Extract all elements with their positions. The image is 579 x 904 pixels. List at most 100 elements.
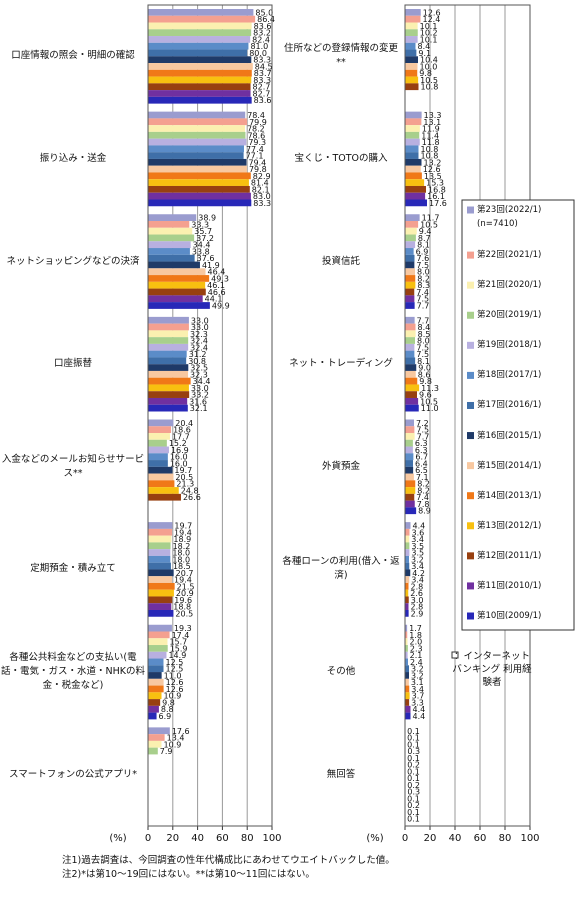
value-label: 10.5 — [420, 220, 438, 229]
legend-swatch — [467, 552, 474, 560]
bar — [405, 316, 415, 324]
value-label: 16.9 — [171, 446, 189, 455]
value-label: 7.7 — [417, 316, 430, 325]
value-label: 31.2 — [189, 350, 207, 359]
value-label: 10.2 — [420, 29, 438, 38]
value-label: 10.5 — [420, 397, 438, 406]
bar — [148, 460, 168, 467]
bar — [405, 185, 426, 193]
bar — [148, 439, 167, 447]
bar — [148, 29, 252, 37]
bar — [405, 111, 422, 119]
value-label: 10.1 — [420, 22, 438, 31]
value-label: 13.1 — [423, 118, 441, 127]
value-label: 19.4 — [174, 528, 192, 537]
category-label: 口座情報の照会・明細の確認 — [11, 50, 135, 62]
legend-label: 第11回(2010/1) — [477, 580, 542, 591]
x-tick-label: 0 — [402, 833, 408, 844]
bar — [148, 665, 164, 673]
bar — [148, 493, 181, 501]
category-label: 各種公共料金などの支払い(電話・電気・ガス・水道・NHKの料金・税金など) — [1, 652, 145, 692]
bar — [405, 391, 417, 398]
bar — [405, 549, 410, 556]
value-label: 11.9 — [422, 125, 440, 134]
bar — [148, 131, 246, 139]
bar — [148, 528, 173, 536]
bar — [148, 227, 193, 235]
value-label: 0.2 — [407, 781, 420, 790]
category-label: 入金などのメールお知らせサービス** — [1, 453, 145, 479]
bar — [405, 281, 416, 289]
value-label: 37.6 — [197, 254, 215, 263]
bar — [148, 15, 256, 23]
category-label: 振り込み・送金 — [39, 152, 107, 164]
bar — [405, 699, 410, 706]
bar — [148, 214, 197, 222]
bar — [405, 535, 410, 543]
x-tick-label: 60 — [474, 833, 487, 844]
bar — [148, 350, 187, 358]
legend-label: 第14回(2013/1) — [477, 490, 542, 501]
value-label: 83.6 — [254, 96, 272, 105]
value-label: 82.9 — [253, 172, 271, 181]
value-label: 10.4 — [420, 56, 438, 65]
value-label: 6.9 — [416, 247, 429, 256]
bar — [405, 446, 413, 454]
legend-label: 第17回(2016/1) — [477, 400, 542, 411]
bar — [148, 658, 164, 666]
bar — [405, 138, 420, 146]
bar — [148, 535, 172, 543]
bar — [405, 357, 416, 365]
value-label: 3.5 — [411, 542, 424, 551]
value-label: 20.4 — [175, 419, 193, 428]
bar — [405, 473, 414, 481]
bar — [148, 419, 174, 427]
bar — [405, 692, 410, 700]
footnote: 注2)*は第10～19回にはない。**は第10～11回にはない。 — [62, 869, 315, 880]
bar — [405, 624, 408, 632]
value-label: 14.9 — [168, 651, 186, 660]
bar — [405, 522, 411, 529]
value-label: 0.2 — [407, 761, 420, 770]
value-label: 3.6 — [412, 528, 425, 537]
bar — [148, 343, 189, 351]
value-label: 3.5 — [411, 549, 424, 558]
bar — [148, 609, 174, 617]
value-label: 85.0 — [255, 8, 273, 17]
value-label: 81.4 — [251, 179, 269, 188]
value-label: 3.2 — [411, 665, 424, 674]
bar — [148, 111, 246, 119]
value-label: 30.8 — [188, 357, 206, 366]
plot-border — [147, 4, 273, 827]
value-label: 0.1 — [407, 754, 420, 763]
bar — [405, 658, 408, 666]
bar — [405, 275, 416, 282]
legend-label: 第19回(2018/1) — [477, 340, 542, 351]
bar — [405, 76, 419, 84]
bar — [148, 651, 167, 659]
value-label: 11.7 — [422, 214, 440, 223]
value-label: 33.2 — [191, 391, 209, 400]
value-label: 81.0 — [250, 42, 268, 51]
bar — [405, 705, 411, 713]
value-label: 83.7 — [254, 69, 272, 78]
value-label: 6.7 — [415, 453, 428, 462]
value-label: 33.0 — [191, 323, 209, 332]
bar — [405, 343, 415, 351]
bar — [405, 370, 416, 378]
value-label: 83.2 — [253, 29, 271, 38]
x-tick-label: 100 — [262, 833, 281, 844]
bar — [148, 234, 195, 242]
bar — [405, 645, 408, 652]
bar — [148, 576, 173, 583]
bar — [148, 672, 162, 679]
value-label: 49.3 — [211, 274, 229, 283]
bar — [148, 397, 188, 405]
bar — [405, 234, 416, 242]
bar — [148, 631, 170, 639]
bar — [405, 555, 409, 563]
value-label: 2.0 — [410, 638, 423, 647]
value-label: 79.4 — [248, 158, 266, 167]
bar — [405, 638, 408, 646]
